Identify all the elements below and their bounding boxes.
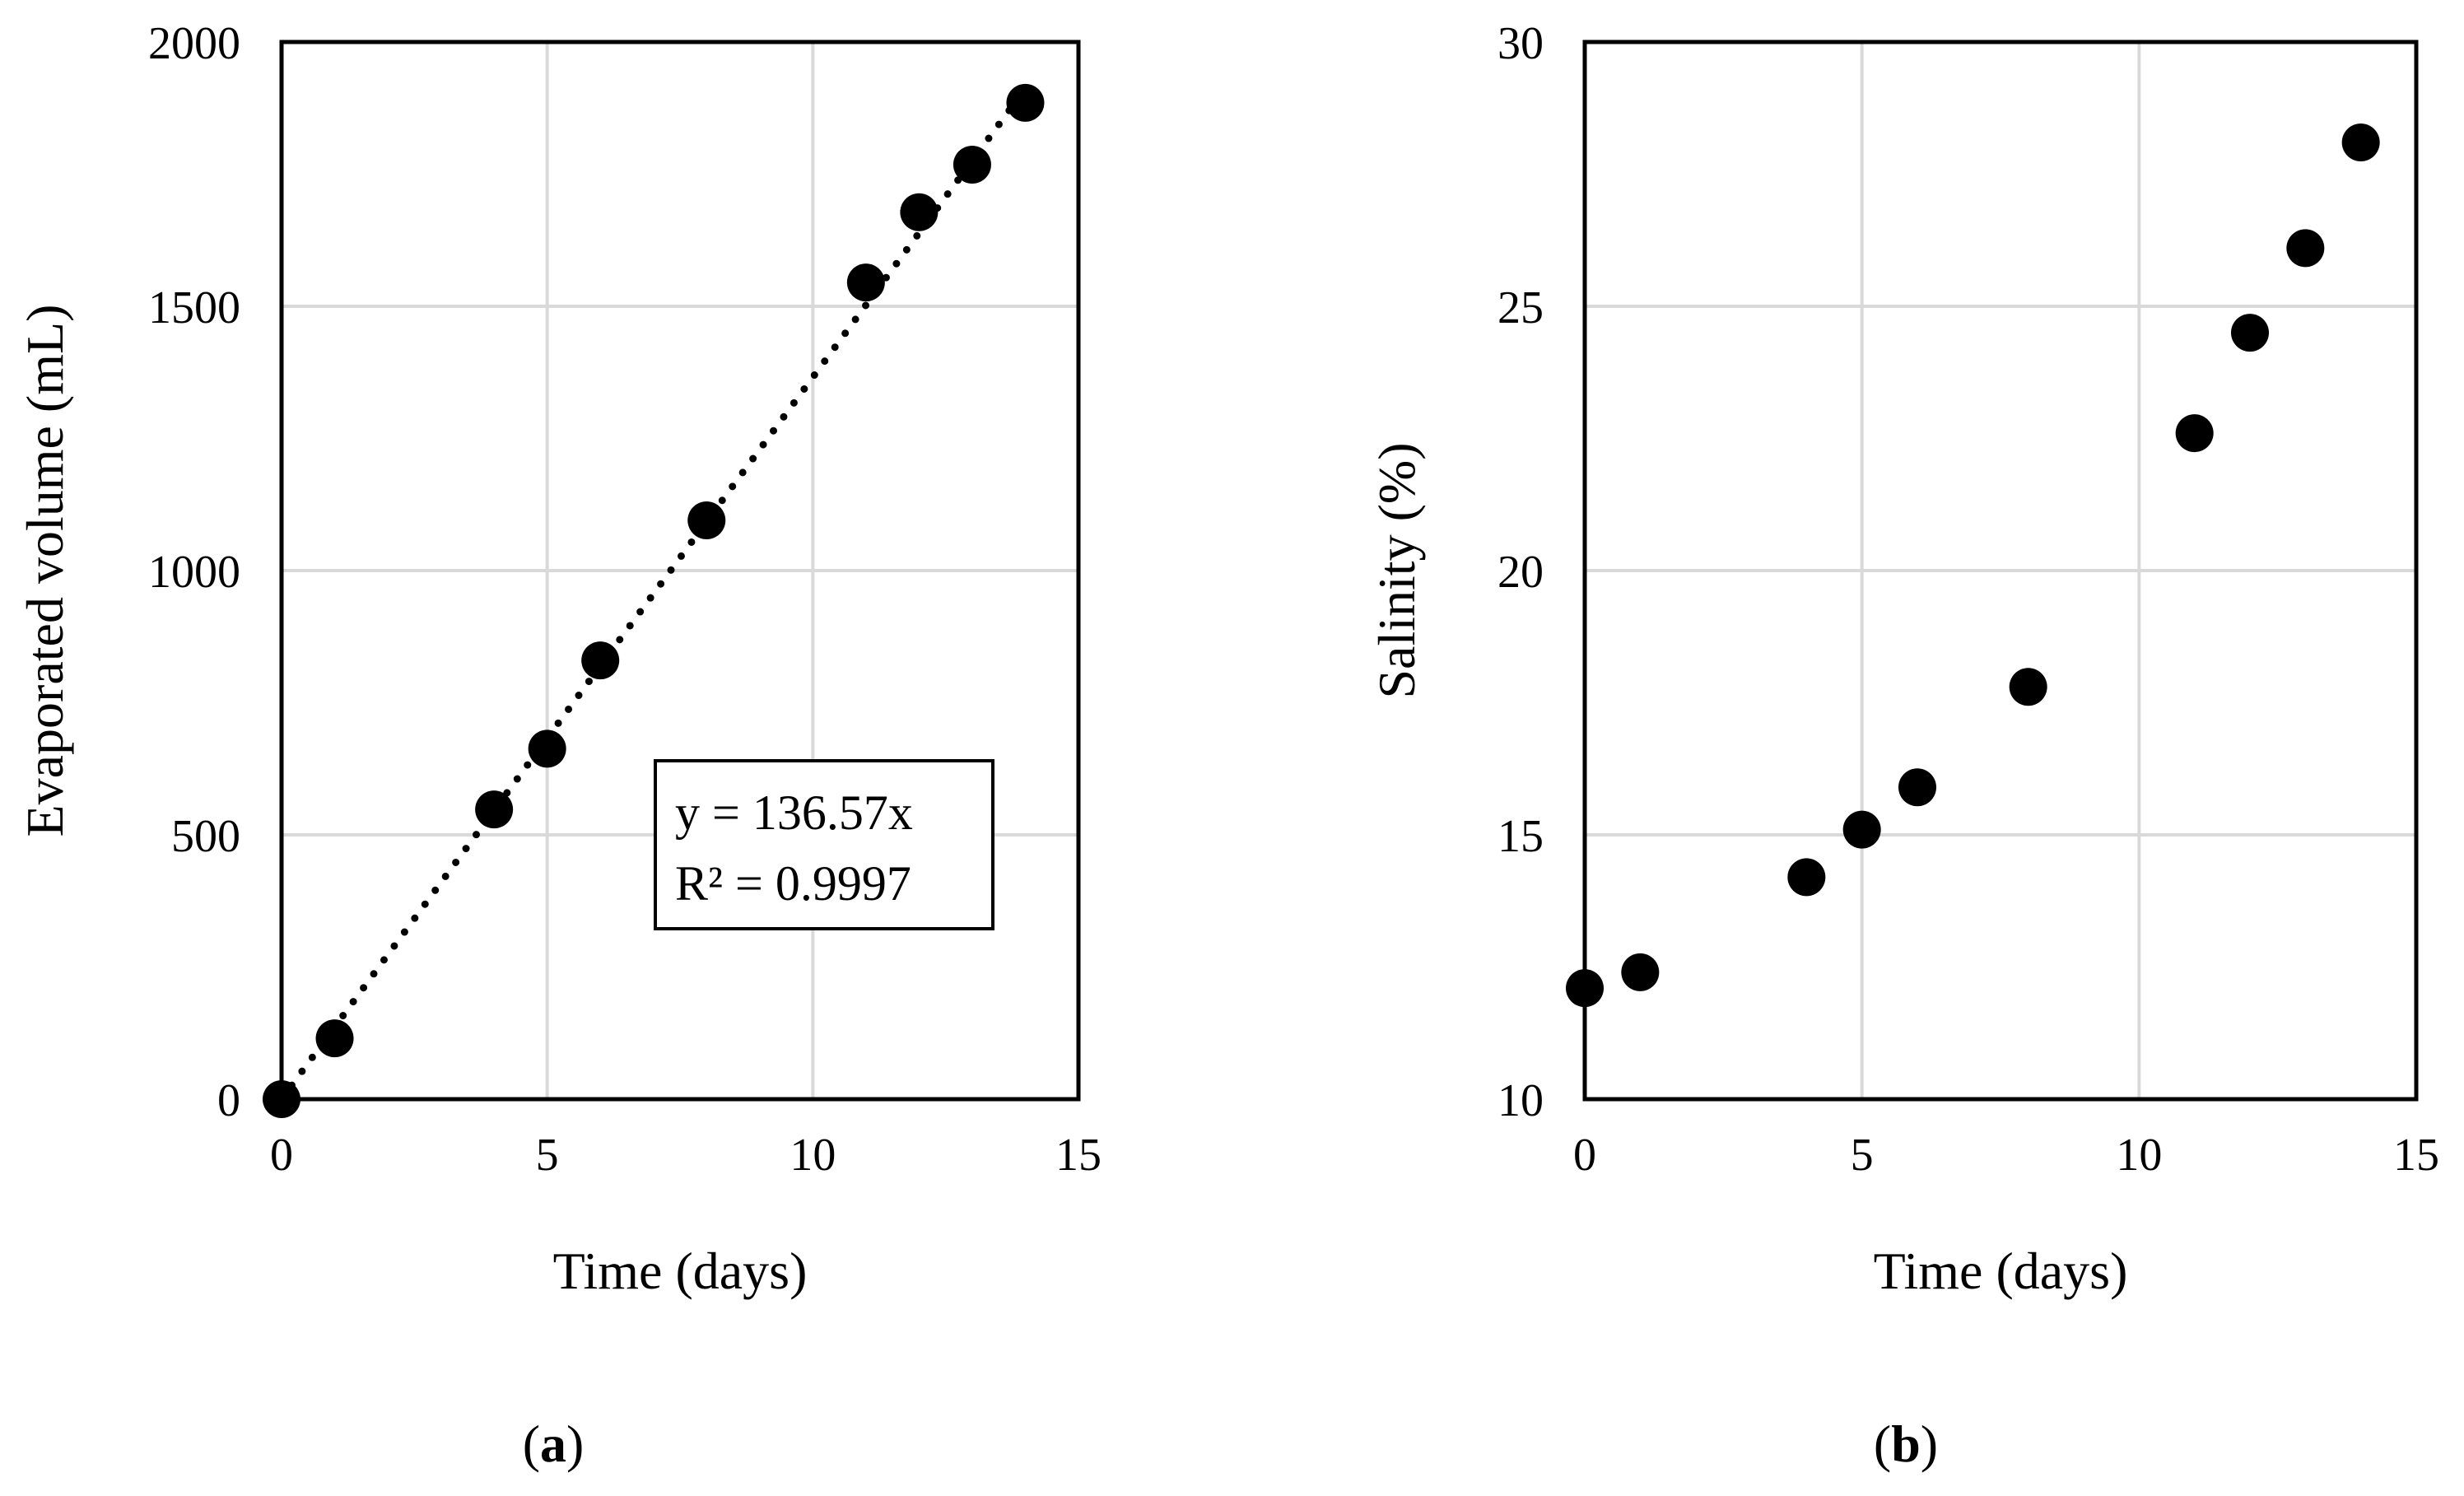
y-tick-label: 2000 — [148, 18, 240, 69]
data-point — [1787, 858, 1826, 897]
panel-b: 0 5 10 15 10 15 20 25 30 Time (days) Salinity (… — [1367, 18, 2439, 1473]
x-tick-labels: 0 5 10 15 — [270, 1130, 1102, 1181]
x-tick-label: 5 — [1851, 1130, 1874, 1181]
data-point — [2286, 229, 2325, 268]
data-point — [846, 263, 885, 302]
data-points — [1566, 123, 2380, 1008]
x-tick-label: 0 — [270, 1130, 293, 1181]
x-tick-label: 10 — [790, 1130, 836, 1181]
x-tick-labels: 0 5 10 15 — [1573, 1130, 2439, 1181]
data-point — [528, 729, 566, 768]
x-tick-label: 15 — [1055, 1130, 1102, 1181]
data-point — [687, 501, 726, 540]
x-axis-title: Time (days) — [1874, 1242, 2128, 1300]
panel-label-open: ( — [523, 1414, 540, 1473]
panel-label-letter: a — [540, 1414, 566, 1473]
y-axis-title: Evaporated volume (mL) — [16, 305, 74, 837]
panel-label-letter: b — [1891, 1414, 1921, 1473]
data-point — [1842, 810, 1881, 849]
y-tick-label: 10 — [1497, 1075, 1544, 1126]
data-point — [1006, 83, 1045, 122]
plot-frame — [279, 40, 1081, 1102]
x-tick-label: 15 — [2393, 1130, 2439, 1181]
y-tick-label: 20 — [1497, 547, 1544, 598]
x-tick-label: 0 — [1573, 1130, 1596, 1181]
x-axis-title: Time (days) — [553, 1242, 808, 1300]
data-point — [581, 641, 620, 680]
data-point — [2341, 123, 2380, 161]
data-point — [1566, 969, 1604, 1008]
y-tick-label: 30 — [1497, 18, 1544, 69]
y-tick-label: 25 — [1497, 282, 1544, 333]
data-points — [263, 83, 1045, 1118]
trendline — [277, 85, 1029, 1103]
data-point — [475, 790, 514, 829]
x-tick-label: 5 — [536, 1130, 559, 1181]
data-point — [900, 193, 939, 231]
grid — [282, 42, 1078, 1099]
data-point — [1621, 953, 1660, 991]
panel-label-close: ) — [566, 1414, 584, 1473]
x-tick-label: 10 — [2116, 1130, 2162, 1181]
y-tick-labels: 0 500 1000 1500 2000 — [148, 18, 240, 1126]
y-axis-title: Salinity (%) — [1367, 442, 1426, 698]
grid — [1585, 42, 2416, 1099]
data-point — [2175, 414, 2214, 453]
data-point — [1898, 768, 1936, 807]
r-squared-text: R² = 0.9997 — [675, 856, 911, 911]
equation-text: y = 136.57x — [675, 785, 913, 840]
panel-label-open: ( — [1874, 1414, 1891, 1473]
y-tick-label: 0 — [217, 1075, 240, 1126]
data-point — [263, 1080, 300, 1118]
y-tick-label: 15 — [1497, 811, 1544, 862]
y-tick-label: 500 — [171, 811, 240, 862]
data-point — [953, 145, 991, 184]
equation-box: y = 136.57x R² = 0.9997 — [654, 759, 994, 930]
y-tick-label: 1500 — [148, 282, 240, 333]
panel-label-close: ) — [1921, 1414, 1938, 1473]
data-point — [2231, 314, 2269, 352]
panel-label: (a) — [523, 1414, 585, 1473]
data-point — [315, 1019, 354, 1058]
y-tick-labels: 10 15 20 25 30 — [1497, 18, 1544, 1126]
panel-label: (b) — [1874, 1414, 1938, 1473]
panel-a: 0 5 10 15 0 500 1000 1500 2000 Time (days) Evap… — [16, 18, 1102, 1473]
plot-frame — [1582, 40, 2419, 1102]
y-tick-label: 1000 — [148, 547, 240, 598]
data-point — [2009, 668, 2047, 706]
